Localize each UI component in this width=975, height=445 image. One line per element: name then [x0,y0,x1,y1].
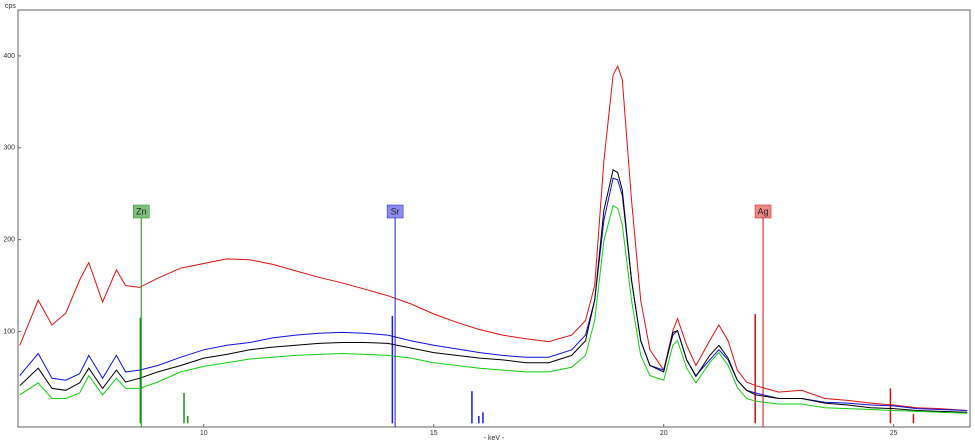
y-tick-label: 200 [3,236,15,243]
x-tick-label: 20 [660,430,668,437]
y-tick-label: 400 [3,53,15,60]
element-label: Zn [136,206,147,216]
element-label-box [386,204,404,219]
y-axis-label: cps [5,3,16,10]
spectrum-line [19,64,968,411]
spectrum-line [19,169,968,413]
x-tick-label: 15 [430,430,438,437]
spectrum-line [19,204,968,414]
plot-frame [17,9,971,428]
y-tick-label: 300 [3,145,15,152]
element-label-box [133,204,150,219]
x-axis-label: - keV - [484,435,505,442]
plot-area [19,64,968,424]
element-label-box [754,204,772,219]
x-tick-label: 10 [200,430,208,437]
y-tick-label: 100 [3,328,15,335]
element-label: Sr [391,206,400,216]
element-label: Ag [758,206,769,216]
spectrum-line [19,177,968,411]
x-tick-label: 25 [890,430,898,437]
